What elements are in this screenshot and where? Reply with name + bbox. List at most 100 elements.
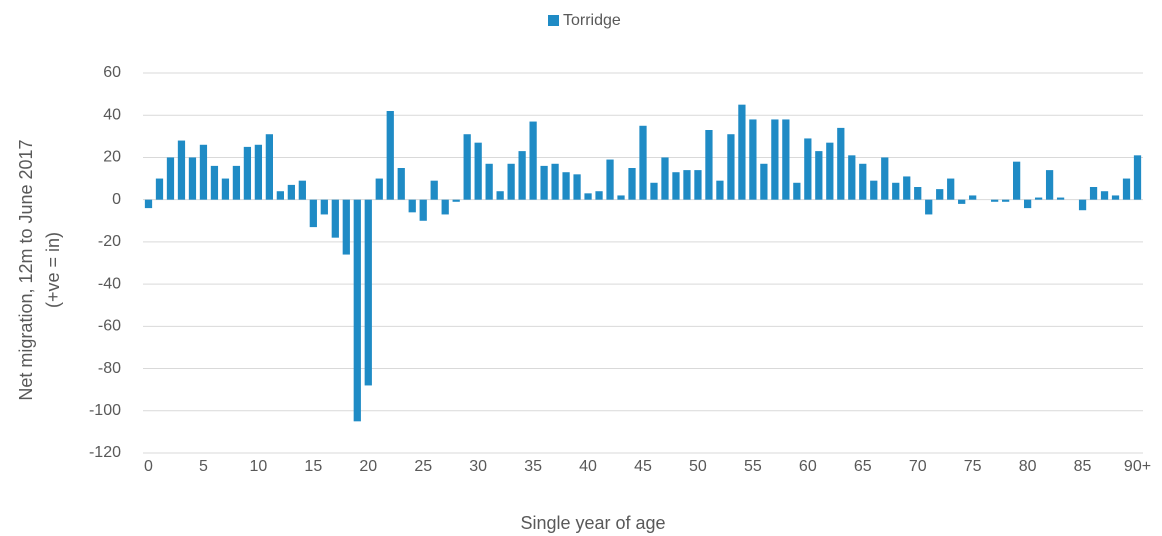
- bar: [496, 191, 504, 200]
- bar: [958, 199, 966, 204]
- bar: [793, 182, 801, 200]
- x-tick-label: 85: [1074, 458, 1092, 475]
- bar: [254, 144, 263, 200]
- y-tick-label: -120: [89, 444, 121, 461]
- x-tick-label: 50: [689, 458, 707, 475]
- bar: [529, 121, 537, 200]
- bar: [166, 157, 175, 200]
- bar: [507, 163, 515, 200]
- x-tick-label: 30: [469, 458, 487, 475]
- y-axis-title-line: (+ve = in): [43, 232, 63, 308]
- bar: [782, 119, 790, 200]
- bar: [936, 189, 944, 200]
- bar: [177, 140, 186, 200]
- x-tick-label: 10: [249, 458, 267, 475]
- bar: [210, 165, 219, 200]
- x-tick-label: 40: [579, 458, 597, 475]
- bar: [232, 165, 241, 200]
- bar: [485, 163, 493, 200]
- x-tick-label: 75: [964, 458, 982, 475]
- bar: [815, 151, 823, 200]
- bar: [375, 178, 383, 200]
- bar: [749, 119, 757, 200]
- bar: [738, 104, 746, 200]
- bar: [892, 182, 900, 200]
- bar: [1034, 197, 1043, 200]
- y-axis-title-line: Net migration, 12m to June 2017: [16, 139, 36, 400]
- bar: [408, 199, 416, 213]
- bar: [804, 138, 812, 200]
- bar: [595, 191, 603, 200]
- x-tick-label: 90+: [1124, 458, 1151, 475]
- bar: [276, 191, 284, 200]
- bar: [606, 159, 614, 200]
- bar: [364, 199, 372, 386]
- x-tick-label: 80: [1019, 458, 1037, 475]
- bar: [914, 187, 922, 200]
- y-tick-label: 40: [103, 106, 121, 123]
- x-tick-label: 45: [634, 458, 652, 475]
- x-axis-title: Single year of age: [520, 513, 665, 533]
- x-tick-label: 25: [414, 458, 432, 475]
- x-tick-label: 55: [744, 458, 762, 475]
- bar: [188, 157, 197, 200]
- bar: [1122, 178, 1131, 200]
- bar: [353, 199, 361, 422]
- bar: [452, 199, 460, 202]
- y-tick-label: -100: [89, 402, 121, 419]
- bar: [848, 155, 856, 200]
- bar: [243, 146, 252, 200]
- bar: [628, 168, 636, 200]
- bar: [947, 178, 955, 200]
- bar: [287, 184, 295, 200]
- bar: [925, 199, 933, 215]
- bar: [1089, 187, 1098, 200]
- x-tick-label: 5: [199, 458, 208, 475]
- bar: [650, 182, 658, 200]
- x-tick-label: 60: [799, 458, 817, 475]
- x-tick-label: 70: [909, 458, 927, 475]
- bar: [386, 111, 394, 200]
- bar: [441, 199, 449, 215]
- bar: [1078, 199, 1087, 211]
- bar: [1100, 191, 1109, 200]
- bar: [991, 199, 999, 202]
- bar: [617, 195, 625, 200]
- bar: [661, 157, 669, 200]
- bar: [969, 195, 977, 200]
- bar: [155, 178, 164, 200]
- bar: [584, 193, 592, 200]
- bar: [870, 180, 878, 200]
- bar: [1023, 199, 1032, 209]
- x-tick-label: 20: [359, 458, 377, 475]
- bar: [1013, 161, 1021, 200]
- bar: [881, 157, 889, 200]
- bar: [859, 163, 867, 200]
- bar: [705, 130, 713, 200]
- bar: [309, 199, 317, 228]
- x-tick-label: 35: [524, 458, 542, 475]
- bar: [562, 172, 570, 200]
- bar: [1133, 155, 1142, 200]
- y-tick-label: -80: [98, 360, 121, 377]
- bar: [573, 174, 581, 200]
- bar: [760, 163, 768, 200]
- bar: [694, 170, 702, 200]
- bar: [903, 176, 911, 200]
- legend-label: Torridge: [563, 12, 621, 29]
- bar: [837, 127, 845, 200]
- y-tick-label: 20: [103, 149, 121, 166]
- x-tick-label: 65: [854, 458, 872, 475]
- bar: [672, 172, 680, 200]
- y-tick-label: -20: [98, 233, 121, 250]
- bar: [551, 163, 559, 200]
- x-tick-label: 15: [304, 458, 322, 475]
- bar: [1045, 170, 1054, 200]
- y-axis-title: Net migration, 12m to June 2017 (+ve = i…: [16, 139, 63, 400]
- y-tick-label: -60: [98, 318, 121, 335]
- bar: [727, 134, 735, 200]
- bar: [397, 168, 405, 200]
- y-tick-label: 60: [103, 64, 121, 81]
- bar: [826, 142, 834, 200]
